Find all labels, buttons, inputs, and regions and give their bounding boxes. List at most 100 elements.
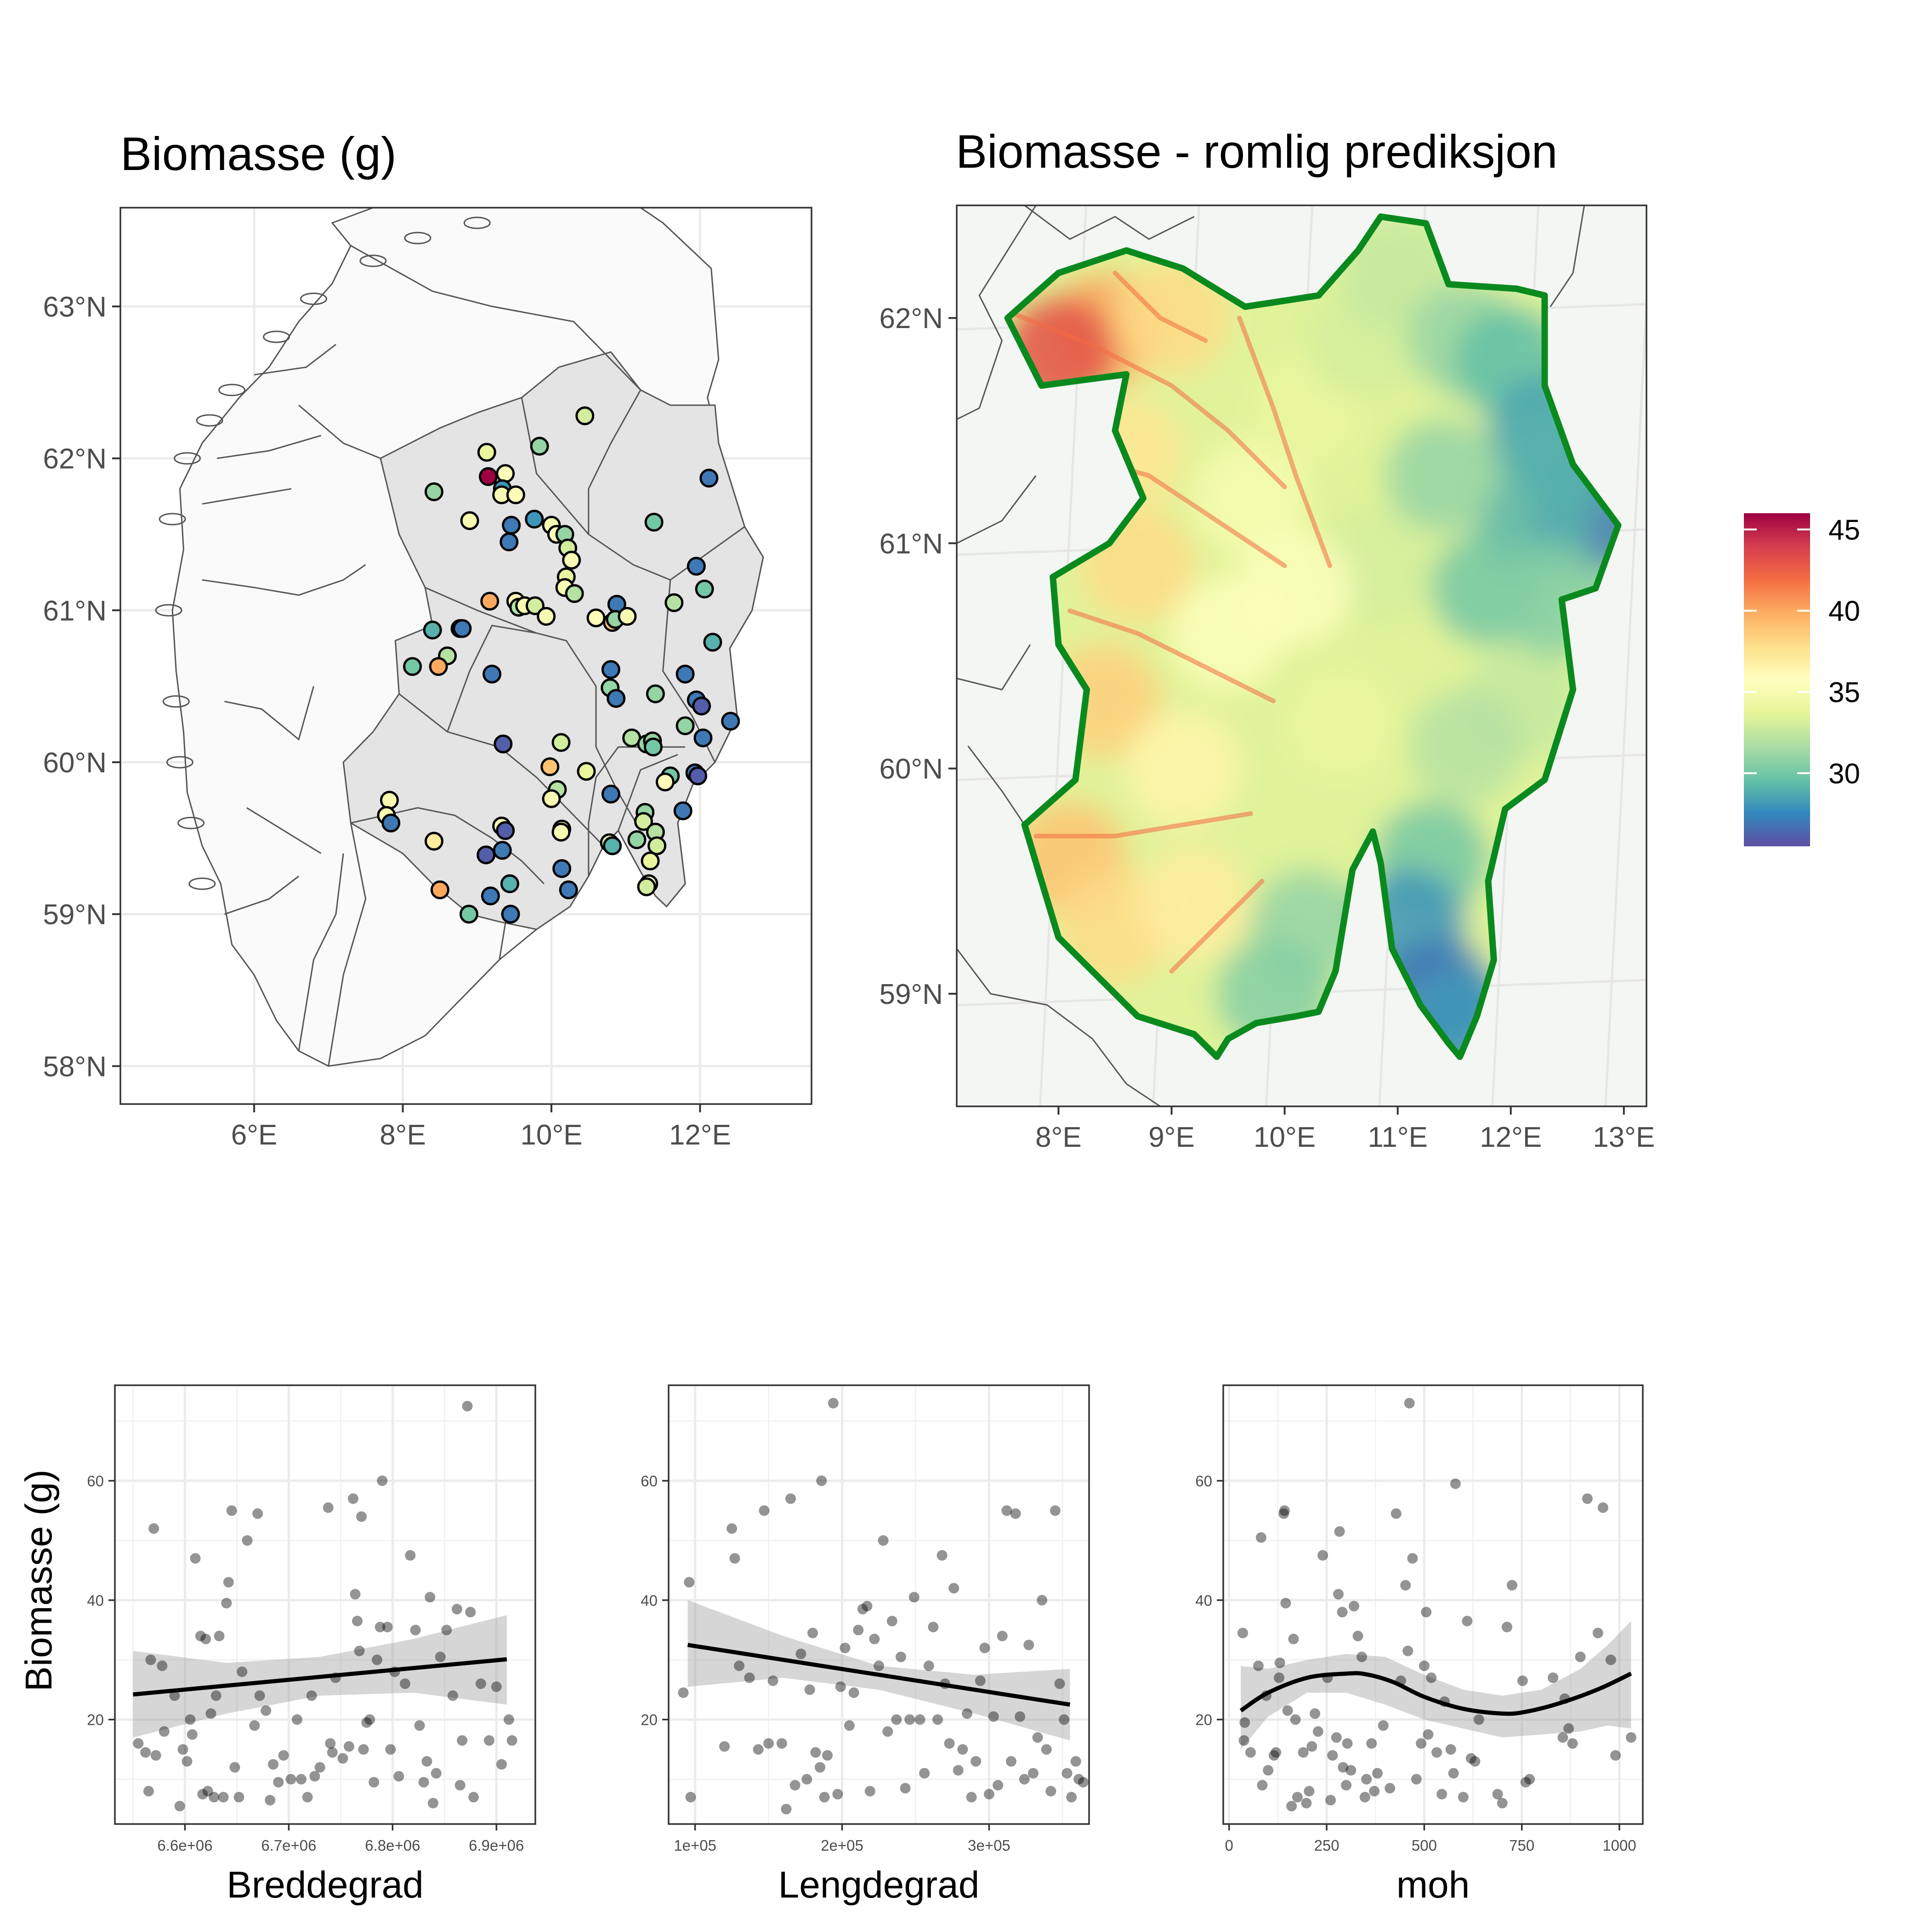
lengdegrad-point-59 (975, 1675, 986, 1686)
observation-point-49 (703, 633, 722, 652)
breddegrad-point-13 (187, 1729, 198, 1740)
moh-point-3 (1245, 1747, 1256, 1758)
moh-point-90 (1626, 1732, 1637, 1743)
breddegrad-point-91 (506, 1735, 517, 1746)
map-observed-title: Biomasse (g) (120, 128, 397, 180)
moh-point-67 (1458, 1792, 1469, 1803)
lengdegrad-point-25 (828, 1398, 839, 1409)
moh-point-58 (1421, 1607, 1432, 1618)
breddegrad-y-tick-label-20: 20 (87, 1711, 104, 1728)
breddegrad-point-47 (325, 1738, 336, 1749)
moh-point-41 (1357, 1651, 1368, 1662)
breddegrad-point-69 (405, 1550, 416, 1561)
breddegrad-point-51 (343, 1741, 354, 1752)
moh-point-9 (1268, 1750, 1279, 1761)
moh-point-21 (1298, 1747, 1309, 1758)
lengdegrad-point-44 (908, 1592, 920, 1603)
observation-point-18 (562, 550, 581, 570)
lengdegrad-point-56 (961, 1708, 972, 1719)
lengdegrad-point-78 (1059, 1714, 1070, 1725)
breddegrad-point-18 (202, 1786, 213, 1797)
moh-point-45 (1369, 1786, 1380, 1797)
moh-point-62 (1436, 1789, 1448, 1800)
observation-point-77 (673, 801, 693, 821)
raster-cell-9 (1125, 711, 1241, 826)
breddegrad-point-44 (309, 1771, 320, 1782)
breddegrad-point-70 (410, 1625, 421, 1636)
moh-point-60 (1426, 1672, 1437, 1683)
lengdegrad-point-77 (1054, 1678, 1065, 1689)
x-tick-label-12°E: 12°E (1480, 1122, 1542, 1153)
lengdegrad-point-27 (835, 1681, 846, 1692)
moh-point-59 (1423, 1729, 1434, 1740)
breddegrad-point-76 (431, 1768, 442, 1779)
legend-label-45: 45 (1828, 514, 1860, 546)
moh-point-11 (1273, 1672, 1284, 1683)
breddegrad-point-74 (425, 1592, 436, 1603)
observation-point-90 (500, 874, 519, 894)
breddegrad-point-8 (169, 1690, 180, 1701)
island-13 (463, 216, 491, 229)
lengdegrad-point-73 (1037, 1595, 1048, 1606)
observation-point-46 (607, 689, 626, 708)
observation-point-44 (601, 660, 620, 679)
breddegrad-point-2 (143, 1786, 154, 1797)
lengdegrad-point-60 (979, 1643, 990, 1654)
moh-point-25 (1310, 1708, 1321, 1719)
moh-point-14 (1279, 1505, 1290, 1516)
observation-point-92 (637, 877, 656, 896)
moh-point-86 (1592, 1627, 1603, 1638)
breddegrad-point-55 (354, 1645, 365, 1656)
fjord-line-4 (254, 344, 336, 376)
lengdegrad-point-10 (763, 1738, 774, 1749)
breddegrad-point-67 (393, 1771, 404, 1782)
moh-point-80 (1557, 1732, 1568, 1743)
lengdegrad-point-33 (862, 1601, 873, 1612)
breddegrad-point-23 (218, 1792, 229, 1803)
moh-point-36 (1341, 1780, 1352, 1791)
moh-point-54 (1407, 1553, 1418, 1564)
legend-label-40: 40 (1828, 595, 1860, 627)
observation-point-1 (477, 442, 496, 462)
breddegrad-point-50 (337, 1753, 348, 1764)
moh-point-18 (1288, 1633, 1299, 1644)
lengdegrad-point-80 (1066, 1792, 1077, 1803)
breddegrad-point-24 (221, 1598, 232, 1609)
lengdegrad-x-tick-label-3e+05: 3e+05 (968, 1837, 1010, 1854)
observation-points (377, 406, 740, 924)
lengdegrad-fit-line (687, 1643, 1071, 1707)
moh-point-32 (1333, 1589, 1344, 1600)
breddegrad-x-tick-label-6.6e+06: 6.6e+06 (157, 1837, 212, 1854)
lengdegrad-point-52 (944, 1738, 955, 1749)
map-predicted-axes: 8°E 9°E 10°E 11°E 12°E 13°E 59°N 60°N 61°N 62°N (879, 303, 1655, 1153)
moh-point-77 (1520, 1777, 1531, 1788)
lengdegrad-point-71 (1027, 1768, 1039, 1779)
observation-point-39 (453, 619, 472, 638)
moh-point-22 (1301, 1798, 1312, 1809)
lengdegrad-point-76 (1050, 1505, 1061, 1516)
lengdegrad-point-34 (864, 1786, 875, 1797)
lengdegrad-point-63 (993, 1780, 1004, 1791)
breddegrad-point-16 (197, 1789, 208, 1800)
breddegrad-point-80 (451, 1603, 462, 1615)
breddegrad-point-27 (229, 1762, 240, 1773)
lengdegrad-point-69 (1019, 1774, 1030, 1785)
island-3 (174, 452, 201, 465)
breddegrad-x-tick-label-6.9e+06: 6.9e+06 (469, 1837, 524, 1854)
breddegrad-point-45 (314, 1762, 325, 1773)
fjord-line-1 (224, 686, 314, 741)
lengdegrad-point-36 (874, 1660, 884, 1671)
moh-point-69 (1465, 1753, 1476, 1764)
moh-point-8 (1263, 1765, 1274, 1776)
moh-point-89 (1610, 1750, 1621, 1761)
moh-point-87 (1597, 1502, 1608, 1513)
observation-point-37 (423, 620, 442, 640)
lengdegrad-point-54 (953, 1765, 964, 1776)
moh-point-68 (1462, 1615, 1473, 1626)
lengdegrad-point-26 (832, 1789, 843, 1800)
lengdegrad-point-47 (923, 1660, 934, 1671)
lengdegrad-point-38 (882, 1726, 893, 1737)
lengdegrad-point-39 (886, 1615, 897, 1626)
x-tick-label-8°E: 8°E (1035, 1122, 1082, 1153)
fjord-line-0 (202, 564, 366, 596)
